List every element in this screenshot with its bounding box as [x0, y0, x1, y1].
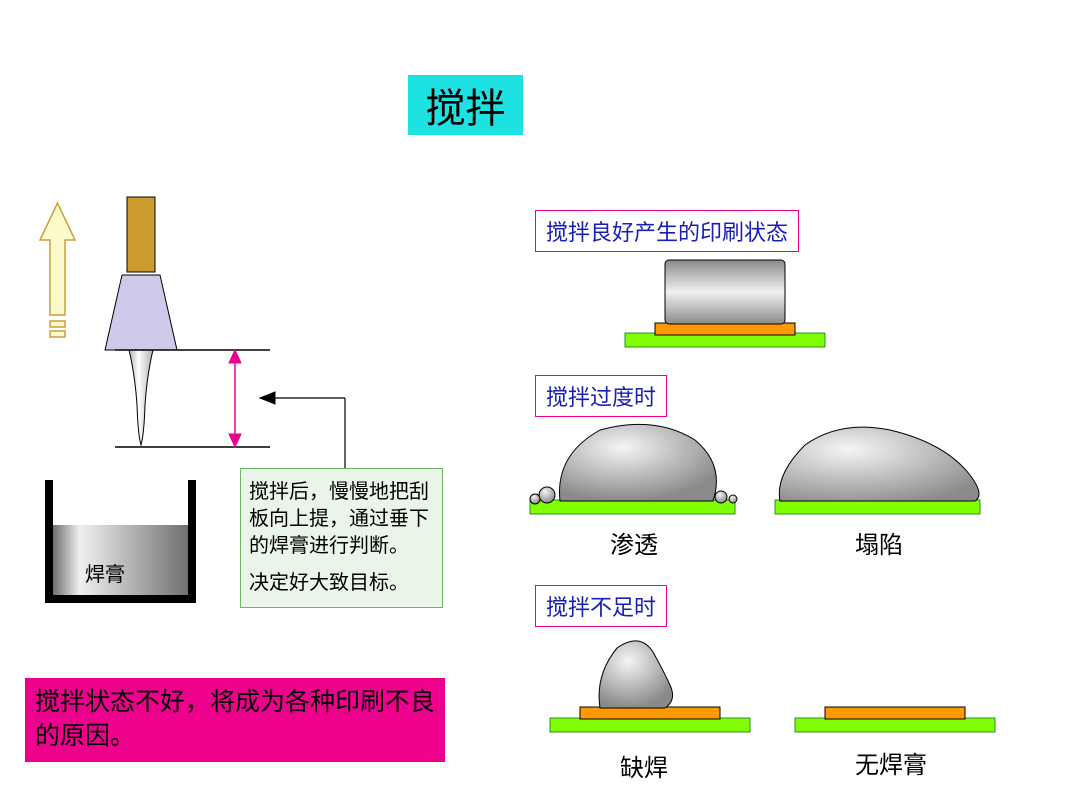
- blob-small: [729, 495, 737, 503]
- caption-over-2: 塌陷: [855, 525, 903, 560]
- section-label-good: 搅拌良好产生的印刷状态: [535, 210, 799, 252]
- caption-over-1: 渗透: [610, 525, 658, 560]
- cup-label: 焊膏: [85, 558, 125, 587]
- page-title: 搅拌: [408, 75, 523, 135]
- up-arrow-icon: [40, 203, 75, 337]
- blob-small: [539, 487, 555, 503]
- blob-small: [715, 491, 727, 503]
- pad-rect: [825, 707, 965, 719]
- pcb-rect: [795, 718, 995, 732]
- body-trapezoid: [105, 275, 177, 350]
- sample-over-2: [770, 415, 995, 520]
- warning-text: 搅拌状态不好，将成为各种印刷不良的原因。: [35, 689, 435, 750]
- sample-over-1: [525, 415, 750, 520]
- double-arrow-icon: [229, 350, 241, 447]
- caption-under-1: 缺焊: [620, 748, 668, 783]
- note-arrow-icon: [260, 392, 345, 470]
- blob-small: [530, 494, 540, 504]
- section-label-under: 搅拌不足时: [535, 585, 667, 627]
- sample-under-1: [545, 630, 755, 740]
- paste-drop-shape: [129, 350, 153, 445]
- paste-shape: [779, 427, 979, 501]
- note-text-2: 决定好大致目标。: [249, 570, 434, 597]
- sample-under-2: [790, 695, 1000, 740]
- pcb-rect: [530, 500, 735, 514]
- handle-shape: [127, 197, 155, 272]
- warning-box: 搅拌状态不好，将成为各种印刷不良的原因。: [25, 678, 445, 762]
- note-text-1: 搅拌后，慢慢地把刮板向上提，通过垂下的焊膏进行判断。: [249, 479, 434, 560]
- pad-rect: [655, 323, 795, 335]
- pcb-rect: [550, 718, 750, 732]
- caption-under-2: 无焊膏: [855, 745, 927, 780]
- pad-rect: [580, 707, 720, 719]
- pcb-rect: [775, 500, 980, 514]
- note-box: 搅拌后，慢慢地把刮板向上提，通过垂下的焊膏进行判断。 决定好大致目标。: [240, 468, 443, 608]
- paste-shape: [599, 641, 673, 708]
- paste-shape: [665, 260, 785, 324]
- sample-good: [620, 255, 830, 355]
- paste-shape: [560, 424, 717, 501]
- section-label-over: 搅拌过度时: [535, 375, 667, 417]
